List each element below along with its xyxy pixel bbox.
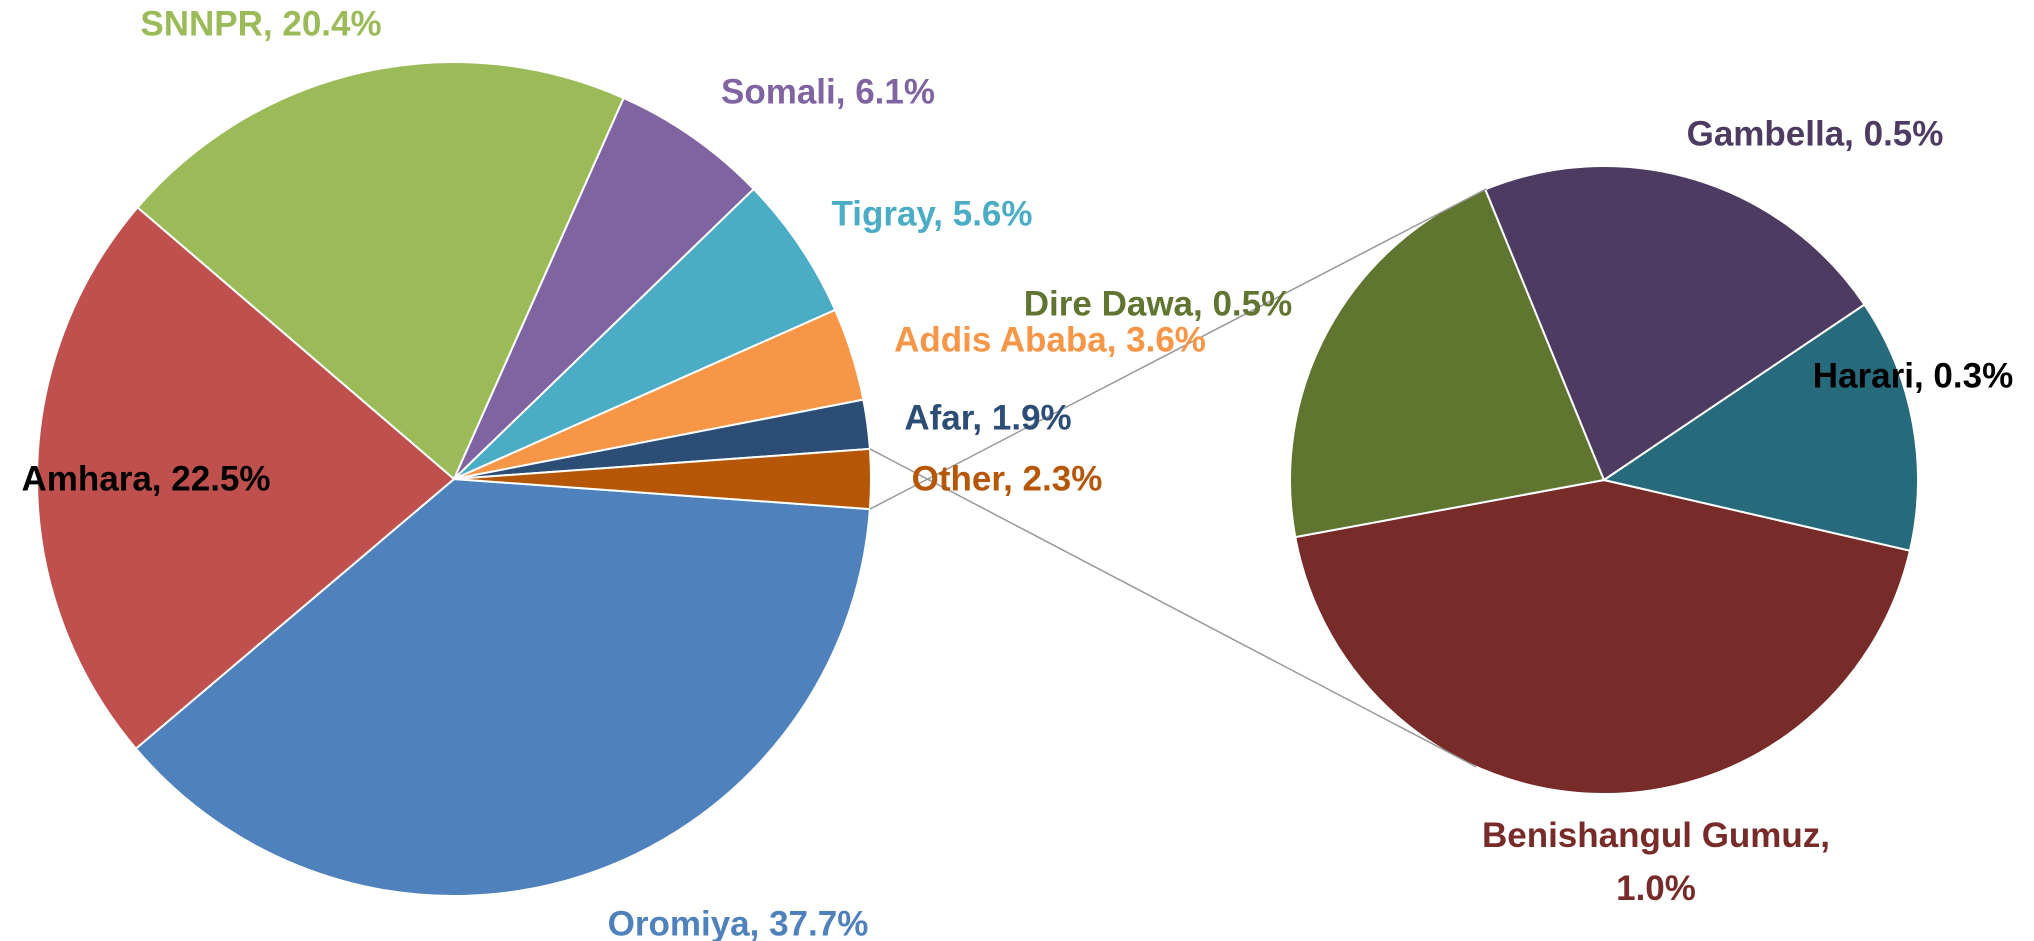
pie-slice (136, 61, 625, 481)
data-label: Oromiya, 37.7% (608, 904, 869, 941)
label-line: 1.0% (1616, 869, 1696, 908)
data-label: SNNPR, 20.4% (140, 4, 381, 43)
data-label: Tigray, 5.6% (831, 194, 1032, 233)
pie-slice (1294, 478, 1912, 795)
pie-slice (453, 187, 837, 480)
data-label: Benishangul Gumuz, 1.0% (1482, 816, 1830, 908)
data-label: Other, 2.3% (912, 459, 1103, 498)
pie-slice (1601, 303, 1919, 552)
pie-slice (1483, 165, 1866, 482)
connector-line (869, 448, 1477, 768)
label-line: Benishangul Gumuz, (1482, 816, 1830, 855)
connector-line (869, 188, 1487, 510)
data-label: Harari, 0.3% (1813, 356, 2013, 395)
pie-slice (134, 477, 871, 897)
data-label: Dire Dawa, 0.5% (1024, 284, 1292, 323)
data-label: Addis Ababa, 3.6% (894, 320, 1206, 359)
data-label: Gambella, 0.5% (1687, 114, 1944, 153)
pie-slice (453, 96, 756, 480)
data-label: Afar, 1.9% (904, 398, 1071, 437)
data-label: Amhara, 22.5% (21, 459, 270, 498)
data-label: Somali, 6.1% (721, 72, 935, 111)
pie-slice (36, 205, 456, 751)
